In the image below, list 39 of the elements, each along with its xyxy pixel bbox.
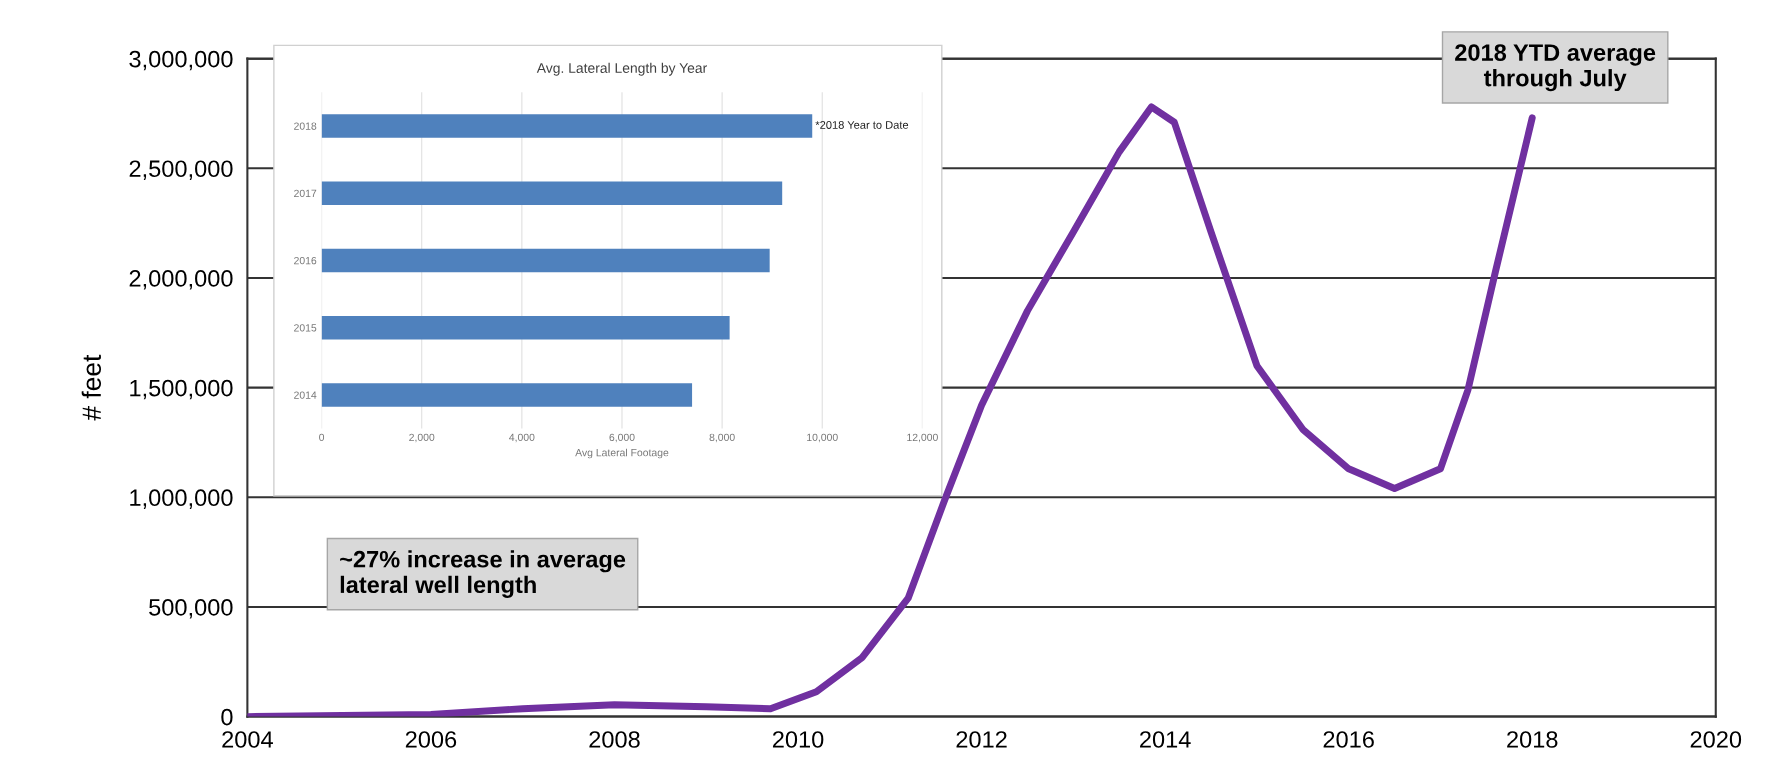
y-tick-label: 2016 — [294, 256, 317, 265]
bar — [321, 315, 730, 340]
bar — [321, 181, 783, 205]
y-tick-label: 2018 — [294, 122, 317, 130]
annotation: ~27% increase in average lateral well length — [340, 550, 626, 598]
y-tick-label: 2,000,000 — [129, 270, 233, 290]
annotation: 2018 YTD average through July — [1455, 44, 1656, 92]
x-tick-label: 2006 — [405, 731, 457, 748]
annotation: *2018 Year to Date — [815, 121, 909, 129]
y-tick-label: 1,000,000 — [130, 489, 233, 509]
y-tick-label: 3,000,000 — [129, 50, 233, 71]
y-tick-label: 500,000 — [149, 599, 233, 619]
x-tick-label: 2014 — [1140, 731, 1191, 748]
bar — [321, 114, 813, 138]
x-tick-label: 2010 — [772, 731, 824, 748]
x-tick-label: 2004 — [222, 731, 273, 748]
x-tick-label: 2020 — [1690, 731, 1742, 748]
y-tick-label: 2,500,000 — [129, 160, 233, 180]
x-tick-label: 10,000 — [807, 433, 838, 443]
bar — [321, 248, 770, 273]
y-tick-label: 1,500,000 — [130, 379, 233, 400]
x-tick-label: 2018 — [1507, 731, 1558, 748]
y-tick-label: 2015 — [294, 324, 317, 332]
bar — [321, 383, 693, 407]
x-tick-label: 8,000 — [709, 433, 735, 443]
y-tick-label: 2017 — [294, 189, 317, 198]
x-tick-label: 2008 — [589, 731, 640, 748]
x-axis-title: Avg Lateral Footage — [575, 448, 669, 459]
x-tick-label: 2016 — [1323, 731, 1374, 748]
x-tick-label: 2012 — [956, 731, 1007, 748]
y-axis-title: # feet — [81, 354, 102, 421]
chart-title: Avg. Lateral Length by Year — [536, 62, 707, 76]
x-tick-label: 12,000 — [907, 433, 938, 443]
y-tick-label: 2014 — [294, 391, 317, 399]
x-tick-label: 4,000 — [509, 433, 535, 443]
y-tick-label: 0 — [221, 708, 233, 726]
x-tick-label: 0 — [319, 433, 325, 442]
x-tick-label: 6,000 — [609, 433, 635, 443]
x-tick-label: 2,000 — [409, 433, 435, 443]
